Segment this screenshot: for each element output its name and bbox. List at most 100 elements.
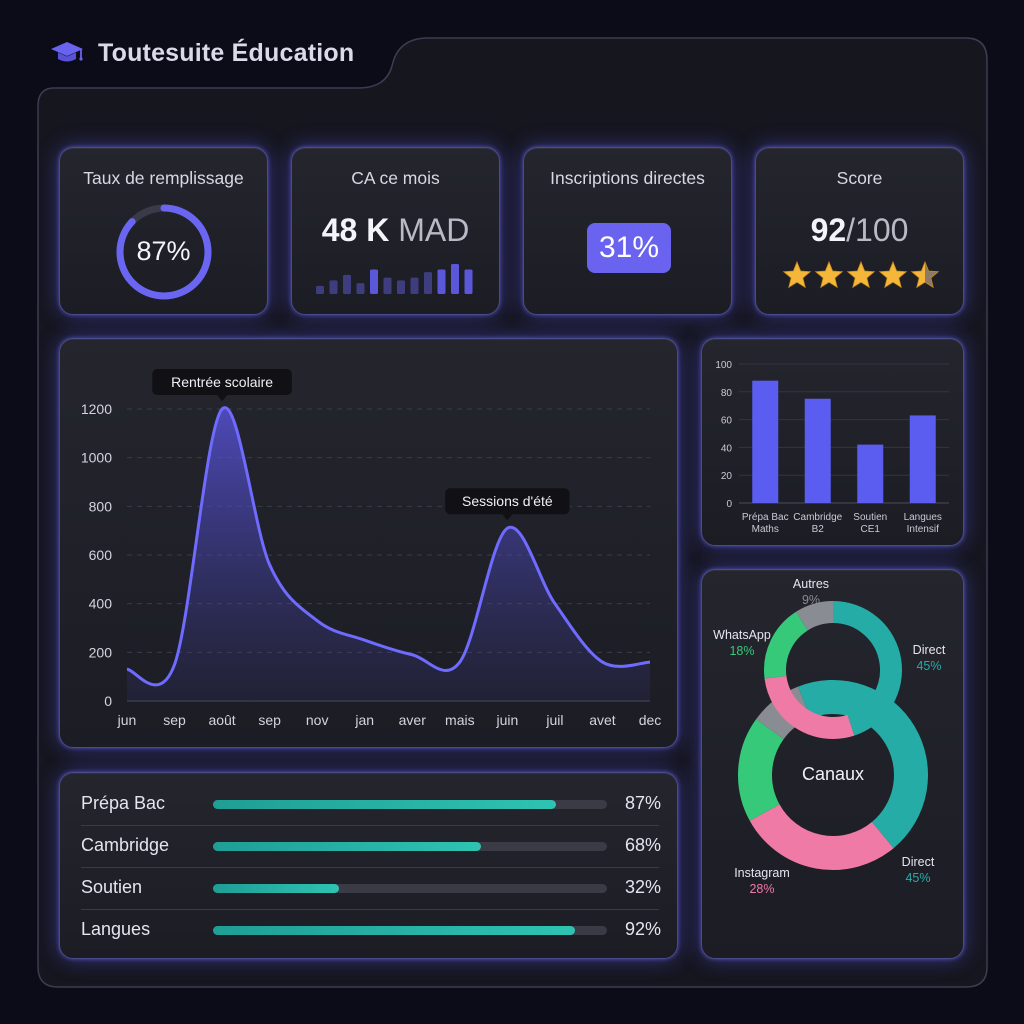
- donut-center-title: Canaux: [802, 764, 864, 784]
- annotation-pointer: [502, 514, 513, 521]
- trend-bar: [383, 277, 392, 294]
- y-tick-label: 400: [89, 596, 113, 612]
- trend-bar: [343, 274, 351, 294]
- y-tick-label: 20: [721, 471, 733, 482]
- progress-pct: 68%: [624, 835, 661, 855]
- x-tick-label: Maths: [752, 524, 779, 535]
- donut-legend-pct: 18%: [729, 644, 754, 658]
- brand-name: Toutesuite Éducation: [98, 38, 355, 67]
- trend-bar: [424, 272, 432, 294]
- revenue-sparkbars: [316, 264, 473, 294]
- x-tick-label: août: [208, 712, 235, 728]
- area-line: [126, 406, 651, 687]
- y-tick-label: 0: [104, 693, 112, 709]
- y-tick-label: 100: [715, 360, 732, 371]
- x-tick-label: juil: [545, 712, 563, 728]
- star-icon: [846, 260, 876, 289]
- progress-row[interactable]: Soutien 32%: [81, 867, 661, 909]
- donut-legend-pct: 45%: [905, 871, 930, 885]
- area-fill: [127, 407, 650, 701]
- progress-fill: [213, 842, 481, 851]
- progress-track: [213, 842, 607, 851]
- progress-label: Langues: [81, 919, 151, 939]
- program-bar-chart-card: 0 20 40 60 80 100 Prépa Bac Maths Cambridge B2 Sou…: [701, 338, 964, 546]
- kpi-revenue-card[interactable]: CA ce mois 48 K MAD: [291, 147, 500, 315]
- y-tick-label: 200: [89, 644, 113, 660]
- star-icon: [782, 260, 812, 289]
- progress-pct: 32%: [624, 877, 661, 897]
- x-tick-label: nov: [306, 712, 329, 728]
- donut-slice: [798, 680, 928, 849]
- x-tick-label: Langues: [904, 512, 942, 523]
- chart-annotation: Rentrée scolaire: [152, 369, 292, 401]
- kpi-direct-card[interactable]: Inscriptions directes 31%: [523, 147, 732, 315]
- x-tick-label: mais: [445, 712, 475, 728]
- y-tick-label: 80: [721, 388, 733, 399]
- x-tick-label: jun: [117, 712, 137, 728]
- donut-legend-pct: 9%: [802, 593, 820, 607]
- kpi-fill-rate-card[interactable]: Taux de remplissage 87%: [59, 147, 268, 315]
- x-tick-label: jan: [354, 712, 374, 728]
- star-icon: [878, 260, 908, 289]
- fill-rate-value: 87%: [136, 236, 191, 266]
- chart-annotation: Sessions d'été: [445, 488, 570, 521]
- x-tick-label: Intensif: [907, 524, 939, 535]
- bar: [857, 444, 884, 503]
- y-tick-label: 1000: [81, 450, 112, 466]
- brand[interactable]: Toutesuite Éducation: [50, 36, 354, 70]
- annotation-box: [445, 488, 570, 515]
- bar: [909, 415, 936, 503]
- annotation-pointer: [217, 395, 228, 401]
- progress-row[interactable]: Langues 92%: [81, 909, 661, 951]
- trend-bar: [329, 280, 338, 294]
- donut-legend-name: Direct: [902, 855, 935, 869]
- divider: [81, 909, 659, 910]
- annotation-label: Sessions d'été: [462, 493, 553, 509]
- progress-track: [213, 800, 607, 809]
- y-tick-label: 1200: [81, 401, 112, 417]
- direct-badge: 31%: [587, 223, 671, 273]
- donut-slice: [764, 611, 809, 679]
- kpi-title: Inscriptions directes: [550, 168, 705, 188]
- donut-legend-pct: 45%: [916, 659, 941, 673]
- divider: [81, 825, 659, 826]
- progress-track: [213, 884, 607, 893]
- x-tick-label: sep: [258, 712, 281, 728]
- x-tick-label: sep: [163, 712, 186, 728]
- trend-bar: [464, 269, 473, 294]
- y-tick-label: 600: [89, 547, 113, 563]
- y-tick-label: 40: [721, 443, 733, 454]
- donut-slice: [764, 675, 855, 739]
- annotation-label: Rentrée scolaire: [171, 374, 273, 390]
- donut-legend-name: Instagram: [734, 866, 790, 880]
- star-icon: [910, 260, 940, 289]
- trend-bar: [356, 283, 365, 294]
- fill-rate-ring: [116, 204, 212, 300]
- progress-fill: [213, 884, 340, 893]
- x-tick-label: dec: [639, 712, 662, 728]
- progress-pct: 92%: [624, 919, 661, 939]
- program-progress-card: Prépa Bac 87% Cambridge 68% Soutien 32% …: [59, 772, 678, 959]
- x-tick-label: Cambridge: [793, 512, 842, 523]
- star-icon: [814, 260, 844, 289]
- progress-fill: [213, 926, 576, 935]
- donut-legend-name: Autres: [793, 577, 829, 591]
- kpi-title: CA ce mois: [351, 168, 440, 188]
- progress-row[interactable]: Prépa Bac 87%: [81, 783, 661, 825]
- bar: [804, 398, 831, 503]
- kpi-score-card[interactable]: Score 92/100: [755, 147, 964, 315]
- donut-legend-pct: 28%: [749, 882, 774, 896]
- y-tick-label: 0: [726, 499, 732, 510]
- revenue-value: 48 K MAD: [321, 212, 470, 248]
- x-tick-label: avet: [589, 712, 616, 728]
- x-tick-label: Prépa Bac: [742, 512, 789, 523]
- graduation-cap-icon: [51, 42, 83, 62]
- donut-slice: [738, 719, 785, 821]
- kpi-title: Taux de remplissage: [83, 168, 244, 188]
- x-tick-label: juin: [495, 712, 518, 728]
- divider: [81, 867, 659, 868]
- x-tick-label: CE1: [861, 524, 881, 535]
- trend-bar: [316, 285, 324, 294]
- progress-row[interactable]: Cambridge 68%: [81, 825, 661, 867]
